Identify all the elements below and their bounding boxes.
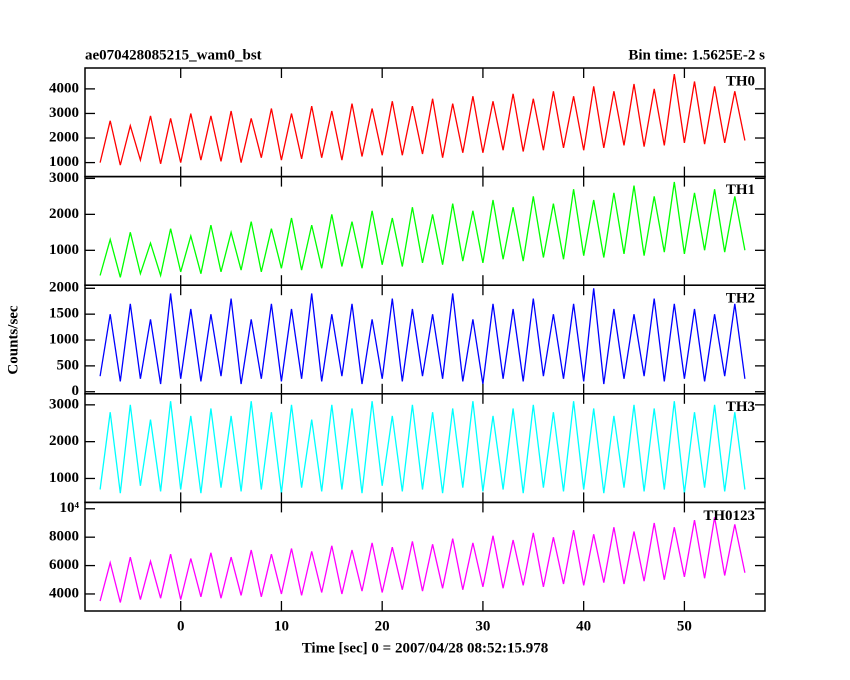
data-line [99,517,746,603]
y-axis-label: Counts/sec [5,305,21,375]
panel-label: TH1 [726,182,755,198]
panel-label: TH2 [726,291,755,307]
y-tick-label: 1000 [49,331,79,347]
x-tick-label: 10 [274,618,289,634]
y-tick-label: 2000 [49,433,79,449]
y-tick-label: 10⁴ [60,500,80,516]
panel-frame [84,501,766,612]
y-tick-label: 4000 [49,80,79,96]
y-tick-label: 1000 [49,154,79,170]
x-tick-label: 50 [677,618,692,634]
y-tick-label: 1000 [49,470,79,486]
panel-label: TH3 [726,399,755,415]
data-line [99,181,746,279]
chart-subtitle: Bin time: 1.5625E-2 s [628,47,765,63]
y-tick-label: 3000 [49,396,79,412]
y-tick-label: 2000 [49,280,79,296]
data-line [99,401,746,494]
y-tick-label: 1000 [49,242,79,258]
y-tick-label: 2000 [49,206,79,222]
y-tick-label: 4000 [49,585,79,601]
panel-label: TH0123 [703,508,755,524]
y-tick-label: 3000 [49,170,79,186]
panel-frame [84,175,766,286]
x-tick-label: 20 [375,618,390,634]
y-tick-label: 0 [72,383,80,399]
y-tick-label: 1500 [49,306,79,322]
panel-label: TH0 [726,73,755,89]
y-tick-label: 3000 [49,105,79,121]
y-tick-label: 6000 [49,557,79,573]
x-tick-label: 0 [177,618,185,634]
data-line [99,74,746,166]
y-tick-label: 8000 [49,529,79,545]
y-tick-label: 2000 [49,129,79,145]
x-tick-label: 40 [576,618,591,634]
y-tick-label: 500 [57,357,80,373]
panel-frame [84,67,766,178]
data-line [99,288,746,385]
x-axis-label: Time [sec] 0 = 2007/04/28 08:52:15.978 [302,640,549,656]
x-tick-label: 30 [475,618,490,634]
chart-title: ae070428085215_wam0_bst [85,47,262,63]
